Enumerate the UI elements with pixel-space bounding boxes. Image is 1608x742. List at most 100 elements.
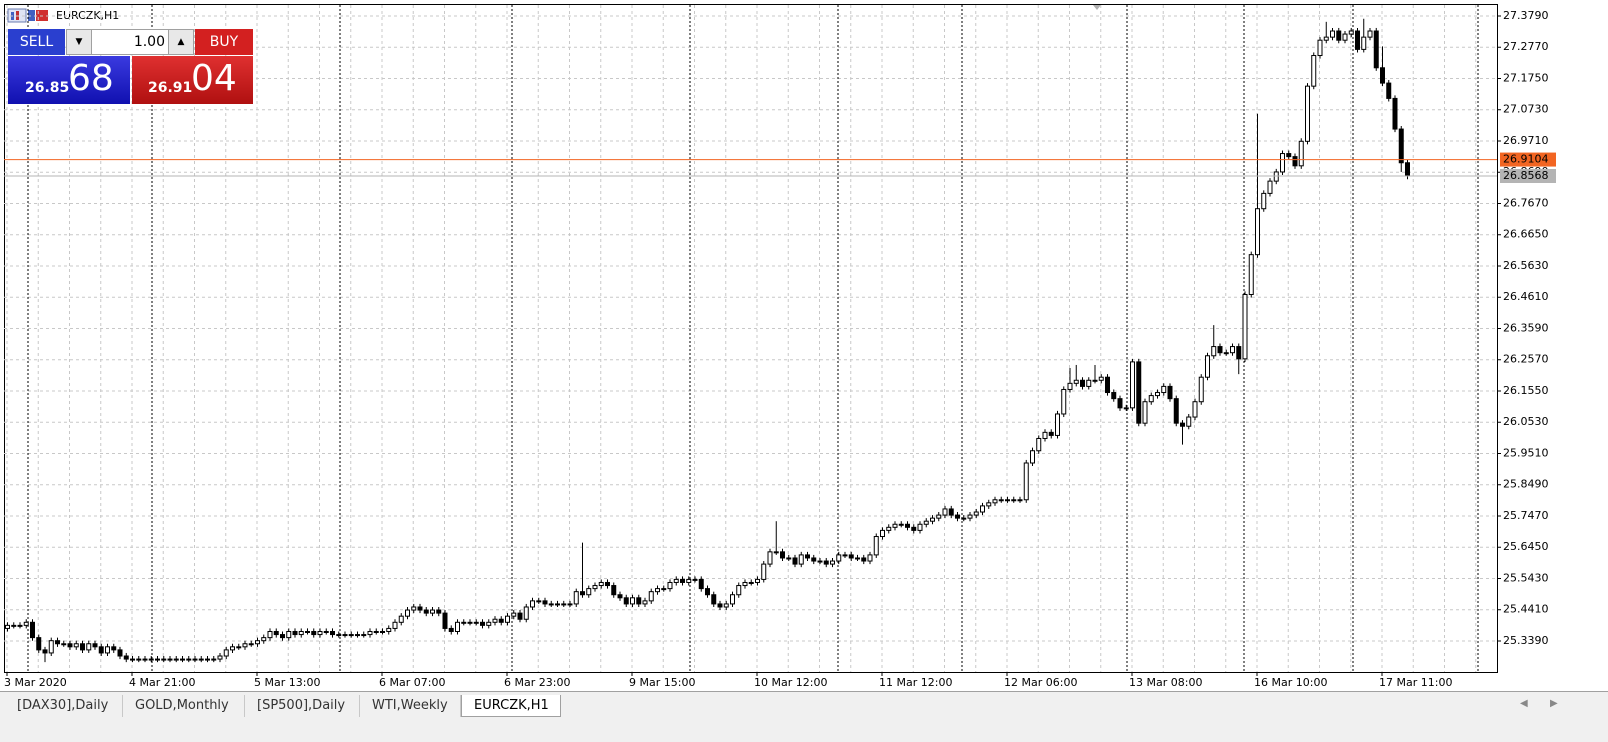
chart-tab-active[interactable]: EURCZK,H1 xyxy=(461,695,561,717)
candle-body xyxy=(411,606,417,611)
candle-body xyxy=(936,514,942,519)
candle-body xyxy=(817,560,823,563)
chart-tab[interactable]: GOLD,Monthly xyxy=(123,695,245,717)
candle-body xyxy=(1348,30,1354,35)
sell-button[interactable]: SELL xyxy=(8,29,65,55)
candle-body xyxy=(1330,30,1335,38)
candle-body xyxy=(761,563,767,580)
candle-body xyxy=(1030,450,1035,464)
chart-tab[interactable]: [SP500],Daily xyxy=(245,695,360,717)
buy-button[interactable]: BUY xyxy=(195,29,253,55)
sell-price-big: 68 xyxy=(68,58,114,99)
candle-body xyxy=(436,609,442,614)
candle-body xyxy=(1130,361,1135,409)
candle-body xyxy=(1286,153,1292,158)
candle-body xyxy=(1261,192,1267,210)
candle-body xyxy=(592,585,598,590)
candle-body xyxy=(705,588,710,596)
candle-body xyxy=(430,609,435,614)
tab-scroll-right[interactable]: ▶ xyxy=(1550,698,1558,709)
candle-body xyxy=(861,557,867,562)
candle-body xyxy=(511,612,517,617)
candle-body xyxy=(886,526,892,531)
y-tick-label: 27.1750 xyxy=(1503,71,1549,84)
candle-body xyxy=(1173,398,1179,424)
x-tick-label: 11 Mar 12:00 xyxy=(879,676,952,689)
volume-up[interactable]: ▲ xyxy=(168,30,193,54)
volume-input[interactable]: 1.00 xyxy=(133,34,165,50)
candle-body xyxy=(1192,401,1198,418)
y-tick-label: 26.7670 xyxy=(1503,196,1549,209)
candle-body xyxy=(530,600,535,608)
candle-body xyxy=(1142,401,1148,424)
candle-body xyxy=(498,618,504,623)
candle-body xyxy=(1267,180,1273,194)
x-tick-label: 4 Mar 21:00 xyxy=(129,676,195,689)
candle-body xyxy=(1323,36,1329,41)
candle-body xyxy=(373,630,379,633)
candle-body xyxy=(1155,392,1160,397)
candle-body xyxy=(1073,379,1079,384)
tab-scroll-left[interactable]: ◀ xyxy=(1520,698,1528,709)
candle-body xyxy=(111,646,117,651)
candle-body xyxy=(5,624,10,629)
candle-body xyxy=(867,554,873,562)
candle-body xyxy=(942,508,948,516)
y-tick-label: 26.4610 xyxy=(1503,290,1549,303)
chart: EURCZK,H1 27.3790 27.2770 27.1750 27.0730 26… xyxy=(4,4,1556,689)
candle-body xyxy=(1117,398,1123,409)
candle-body xyxy=(330,630,335,636)
candle-body xyxy=(136,658,142,661)
candle-body xyxy=(230,646,235,651)
candle-body xyxy=(973,511,979,516)
candle-body xyxy=(1036,437,1042,452)
candle-body xyxy=(955,514,960,519)
sell-price[interactable]: 26.85 68 xyxy=(8,56,130,104)
candle-body xyxy=(80,643,85,651)
candle-body xyxy=(286,630,292,639)
x-tick-label: 12 Mar 06:00 xyxy=(1004,676,1077,689)
candle-body xyxy=(723,603,729,608)
candle-body xyxy=(748,581,754,584)
x-tick-label: 13 Mar 08:00 xyxy=(1129,676,1202,689)
chart-tab[interactable]: WTI,Weekly xyxy=(360,695,461,717)
candle-body xyxy=(236,646,242,649)
candle-body xyxy=(211,658,217,661)
buy-price-big: 04 xyxy=(191,58,237,99)
candle-body xyxy=(48,640,54,654)
candle-body xyxy=(492,618,498,623)
candle-body xyxy=(698,578,704,590)
candle-body xyxy=(23,621,29,626)
candle-body xyxy=(623,597,629,605)
y-tick-label: 27.0730 xyxy=(1503,103,1549,116)
candle-body xyxy=(830,560,835,565)
candle-body xyxy=(905,523,910,528)
candle-body xyxy=(198,658,204,661)
buy-price[interactable]: 26.91 04 xyxy=(132,56,253,104)
ask-line-label-bg xyxy=(1500,152,1556,167)
candle-body xyxy=(1061,388,1067,415)
candle-body xyxy=(573,591,579,605)
candle-body xyxy=(967,514,973,519)
chart-tab[interactable]: [DAX30],Daily xyxy=(5,695,123,717)
y-tick-label: 26.9710 xyxy=(1503,134,1549,147)
candle-body xyxy=(980,505,985,513)
candle-body xyxy=(998,499,1004,502)
y-tick-label: 26.6650 xyxy=(1503,228,1549,241)
candle-body xyxy=(298,630,304,636)
y-tick-label: 25.6450 xyxy=(1503,540,1549,553)
candle-body xyxy=(467,621,473,624)
candle-body xyxy=(880,529,885,538)
candle-body xyxy=(155,658,160,661)
candle-body xyxy=(392,621,398,629)
volume-box: ▼ 1.00 ▲ xyxy=(66,29,194,55)
candle-body xyxy=(736,585,742,596)
candle-body xyxy=(655,588,660,593)
candle-body xyxy=(1223,352,1229,355)
x-tick-label: 5 Mar 13:00 xyxy=(254,676,320,689)
candle-body xyxy=(717,603,723,608)
volume-down[interactable]: ▼ xyxy=(67,30,92,54)
candle-body xyxy=(848,554,854,559)
candle-body xyxy=(317,630,323,636)
candle-body xyxy=(42,649,48,654)
